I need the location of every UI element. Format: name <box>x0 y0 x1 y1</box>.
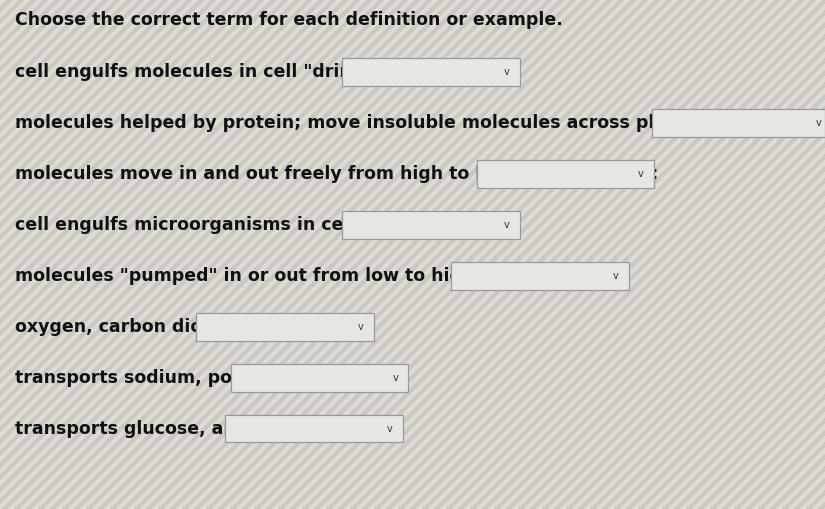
Text: cell engulfs molecules in cell "drinking":: cell engulfs molecules in cell "drinking… <box>15 63 410 81</box>
Text: Choose the correct term for each definition or example.: Choose the correct term for each definit… <box>15 11 563 29</box>
Text: v: v <box>393 373 398 383</box>
Text: v: v <box>504 220 509 230</box>
Text: molecules "pumped" in or out from low to high concentration:: molecules "pumped" in or out from low to… <box>15 267 624 285</box>
Text: transports sodium, potassium:: transports sodium, potassium: <box>15 369 316 387</box>
Text: v: v <box>504 67 509 77</box>
FancyBboxPatch shape <box>652 109 825 137</box>
Text: v: v <box>816 118 821 128</box>
Text: oxygen, carbon dioxide:: oxygen, carbon dioxide: <box>15 318 251 336</box>
FancyBboxPatch shape <box>342 59 520 86</box>
FancyBboxPatch shape <box>225 415 403 442</box>
Text: v: v <box>639 169 644 179</box>
FancyBboxPatch shape <box>477 160 654 188</box>
Text: cell engulfs microorganisms in cell "eating":: cell engulfs microorganisms in cell "eat… <box>15 216 449 234</box>
Text: v: v <box>358 322 363 332</box>
Text: molecules helped by protein; move insoluble molecules across plasma membrane:: molecules helped by protein; move insolu… <box>15 114 825 132</box>
Text: v: v <box>613 271 618 281</box>
Text: transports glucose, amino acids:: transports glucose, amino acids: <box>15 419 336 438</box>
FancyBboxPatch shape <box>231 364 408 391</box>
Text: molecules move in and out freely from high to low concentration:: molecules move in and out freely from hi… <box>15 165 658 183</box>
FancyBboxPatch shape <box>451 262 629 290</box>
FancyBboxPatch shape <box>196 313 374 341</box>
FancyBboxPatch shape <box>342 211 520 239</box>
Text: v: v <box>387 423 392 434</box>
